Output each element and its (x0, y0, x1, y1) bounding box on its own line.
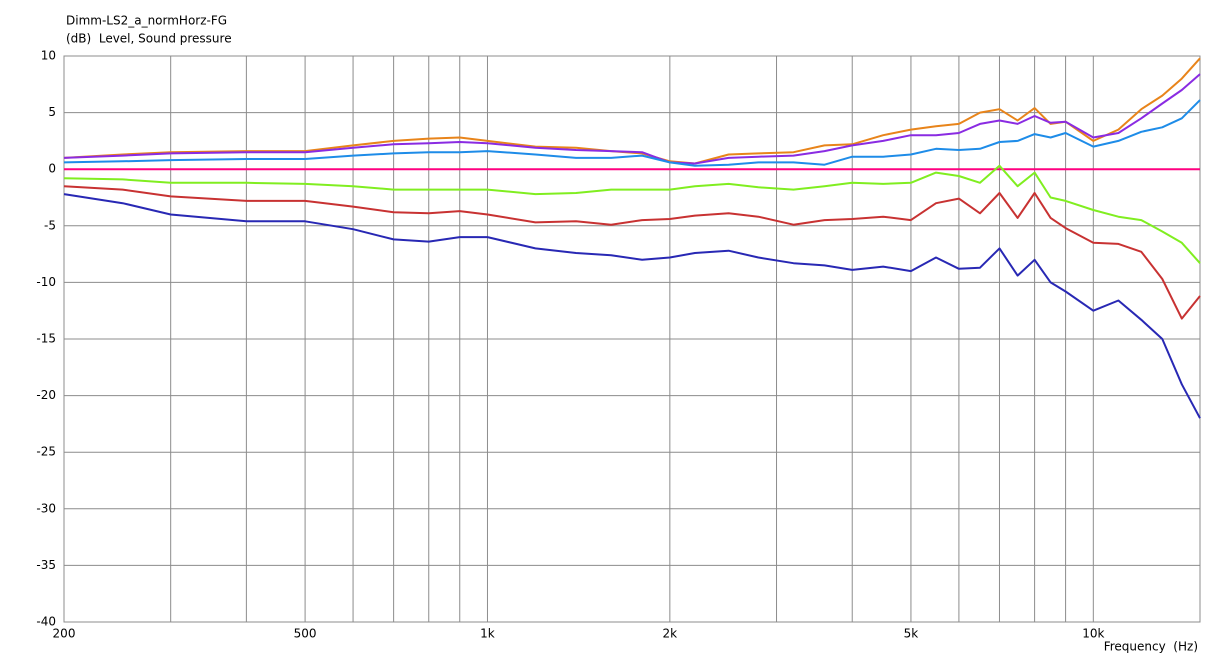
y-tick-label: -40 (36, 615, 56, 629)
x-tick-label: 200 (53, 627, 76, 641)
y-tick-label: 10 (41, 49, 56, 63)
y-tick-label: -15 (36, 332, 56, 346)
y-tick-label: -10 (36, 275, 56, 289)
x-tick-label: 5k (904, 627, 919, 641)
y-tick-label: -35 (36, 558, 56, 572)
series-line (63, 185, 1201, 320)
x-tick-label: 500 (294, 627, 317, 641)
y-tick-label: -20 (36, 388, 56, 402)
chart-title: Dimm-LS2_a_normHorz-FG (66, 14, 227, 28)
y-tick-label: -25 (36, 445, 56, 459)
y-tick-label: -30 (36, 501, 56, 515)
x-axis-label: Frequency (Hz) (1104, 640, 1198, 654)
x-tick-label: 1k (480, 627, 495, 641)
x-tick-label: 10k (1082, 627, 1104, 641)
y-tick-label: 5 (48, 105, 56, 119)
y-axis-label: (dB) Level, Sound pressure (66, 32, 232, 46)
y-tick-label: -5 (44, 218, 56, 232)
x-tick-label: 2k (663, 627, 678, 641)
series-line (63, 193, 1201, 419)
series-line (63, 164, 1201, 264)
series-line (63, 73, 1201, 165)
series-line (63, 99, 1201, 167)
y-tick-label: 0 (48, 162, 56, 176)
